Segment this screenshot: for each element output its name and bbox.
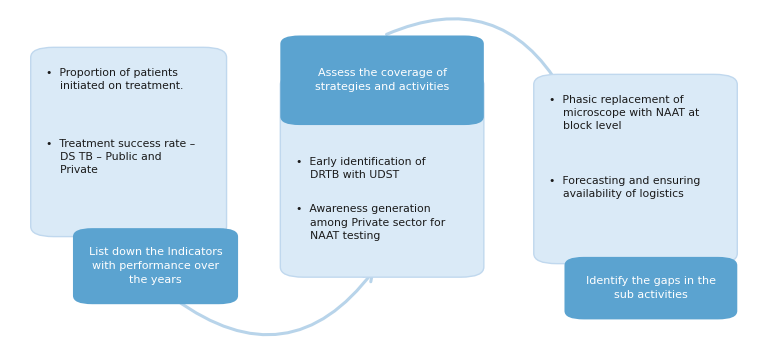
Text: •  Early identification of
    DRTB with UDST: • Early identification of DRTB with UDST (296, 157, 425, 180)
FancyBboxPatch shape (280, 35, 484, 125)
Text: •  Phasic replacement of
    microscope with NAAT at
    block level: • Phasic replacement of microscope with … (549, 95, 700, 131)
Text: •  Forecasting and ensuring
    availability of logistics: • Forecasting and ensuring availability … (549, 176, 700, 199)
FancyBboxPatch shape (73, 228, 238, 304)
FancyBboxPatch shape (31, 47, 227, 237)
Text: Assess the coverage of
strategies and activities: Assess the coverage of strategies and ac… (315, 68, 449, 92)
Text: List down the Indicators
with performance over
the years: List down the Indicators with performanc… (89, 247, 222, 285)
Text: •  Awareness generation
    among Private sector for
    NAAT testing: • Awareness generation among Private sec… (296, 204, 445, 241)
FancyBboxPatch shape (280, 74, 484, 277)
Text: Identify the gaps in the
sub activities: Identify the gaps in the sub activities (586, 276, 716, 300)
FancyBboxPatch shape (564, 257, 737, 319)
Text: •  Proportion of patients
    initiated on treatment.: • Proportion of patients initiated on tr… (46, 68, 184, 91)
Text: •  Treatment success rate –
    DS TB – Public and
    Private: • Treatment success rate – DS TB – Publi… (46, 139, 195, 175)
FancyBboxPatch shape (534, 74, 737, 264)
